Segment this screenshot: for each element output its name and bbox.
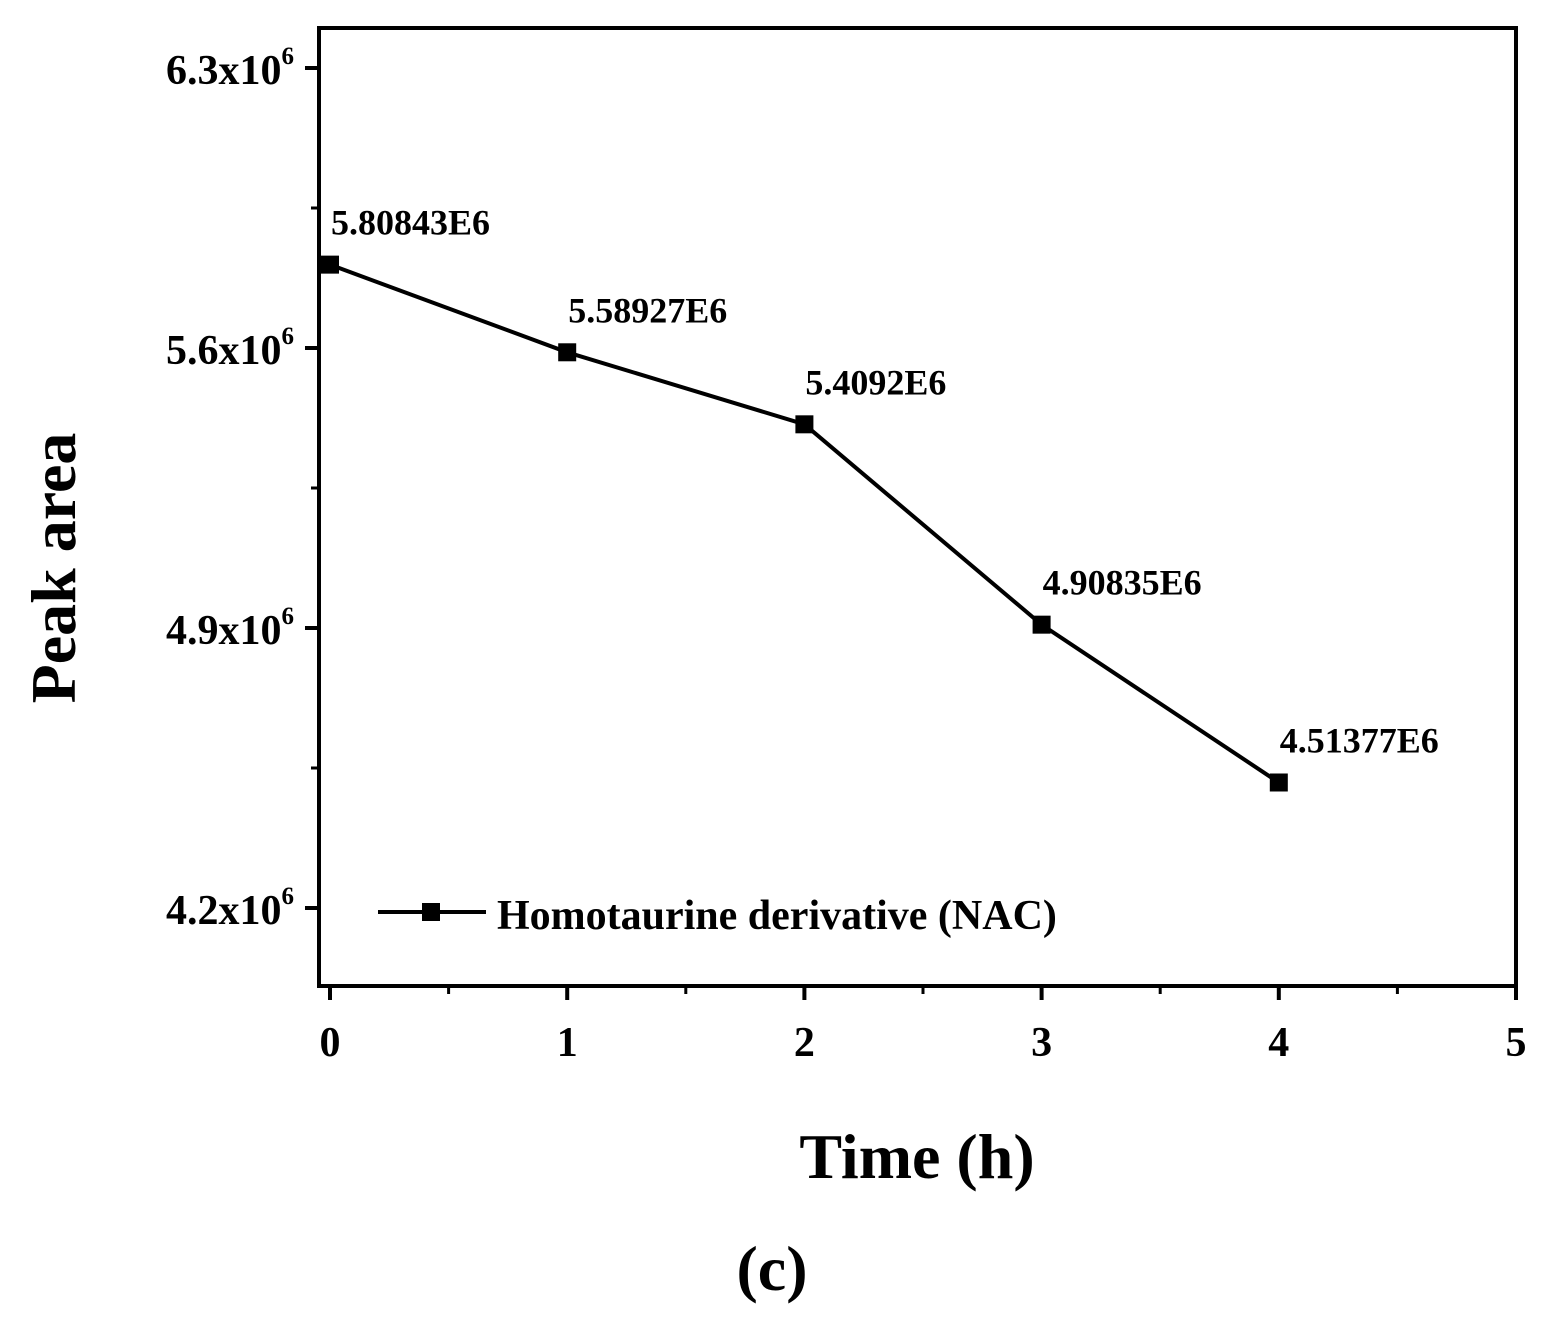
data-point-marker — [558, 343, 577, 362]
data-point-marker — [321, 255, 339, 274]
series-line — [329, 262, 1280, 785]
panel-label: (c) — [736, 1233, 807, 1304]
x-tick-label: 2 — [794, 1020, 815, 1066]
data-labels: 5.80843E6 5.58927E6 5.4092E6 4.90835E6 4.513… — [331, 203, 1439, 761]
y-tick-label: 4.2x106 — [166, 883, 294, 934]
data-point-marker — [795, 415, 814, 434]
data-label: 5.4092E6 — [805, 362, 946, 402]
data-label: 5.80843E6 — [331, 203, 490, 243]
series-layer — [321, 255, 1288, 792]
x-tick-label: 0 — [320, 1020, 341, 1066]
x-tick-label: 4 — [1268, 1020, 1289, 1066]
legend-marker — [422, 903, 440, 921]
y-tick-label: 6.3x106 — [166, 43, 294, 94]
x-tick-label: 1 — [557, 1020, 578, 1066]
plot-frame — [317, 26, 1518, 988]
y-tick-label: 5.6x106 — [166, 323, 294, 374]
data-label: 5.58927E6 — [568, 290, 727, 330]
y-axis: 4.2x106 4.9x106 5.6x106 6.3x106 — [166, 43, 319, 934]
legend-label: Homotaurine derivative (NAC) — [497, 893, 1057, 939]
x-tick-label: 3 — [1031, 1020, 1052, 1066]
x-tick-label: 5 — [1506, 1020, 1527, 1066]
data-point-marker — [1032, 615, 1051, 634]
data-point-marker — [1269, 773, 1288, 792]
data-label: 4.51377E6 — [1280, 720, 1439, 760]
data-label: 4.90835E6 — [1043, 563, 1202, 603]
x-axis-title: Time (h) — [799, 1121, 1034, 1192]
y-tick-label: 4.9x106 — [166, 603, 294, 654]
legend: Homotaurine derivative (NAC) — [378, 893, 1057, 939]
y-axis-title: Peak area — [18, 433, 89, 704]
x-axis: 0 1 2 3 4 5 — [320, 986, 1527, 1066]
